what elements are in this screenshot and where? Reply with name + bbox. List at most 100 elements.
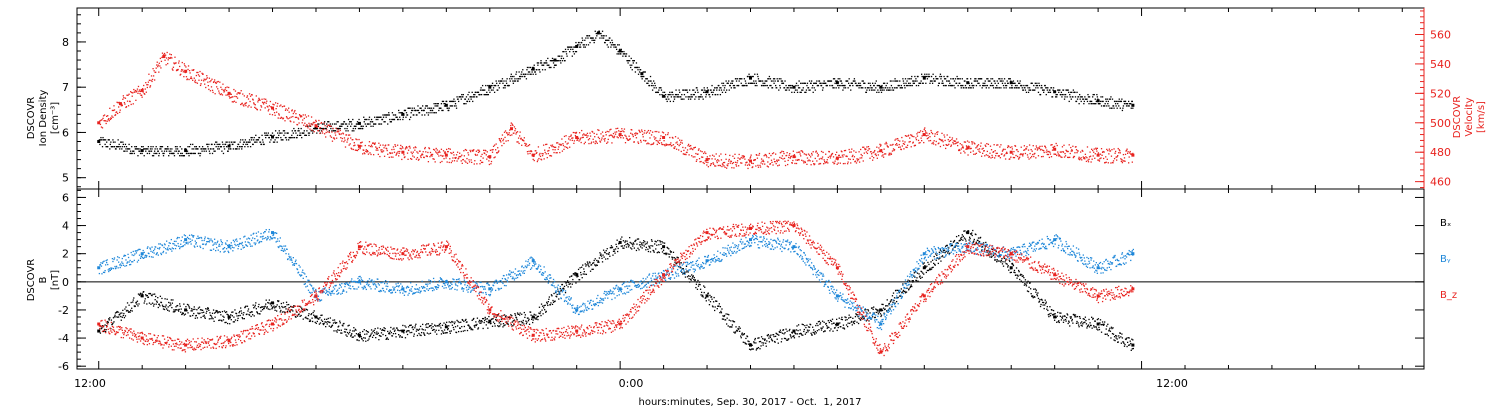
plasma-series-1-sample: [138, 90, 140, 93]
plasma-series-0-sample: [375, 123, 377, 125]
field-series-0-sample: [354, 335, 356, 337]
plasma-series-0-sample: [1076, 91, 1078, 94]
field-series-0-sample: [318, 318, 320, 320]
plasma-series-1-sample: [792, 150, 795, 152]
plasma-series-0-sample: [451, 105, 454, 107]
plasma-series-1-sample: [623, 131, 625, 133]
plasma-series-0-sample: [1027, 91, 1030, 94]
data-marks: [97, 30, 1135, 357]
plasma-series-1-sample: [678, 144, 680, 147]
field-series-0-sample: [204, 317, 206, 320]
plasma-series-1-sample: [774, 161, 776, 163]
plasma-series-1-sample: [186, 78, 189, 80]
field-series-0-sample: [186, 309, 188, 312]
plasma-series-0-sample: [168, 150, 170, 152]
plasma-series-1-sample: [503, 142, 505, 145]
field-series-0-sample: [328, 321, 330, 323]
plasma-series-1-sample: [375, 146, 377, 148]
plasma-series-0-sample: [890, 89, 892, 91]
plasma-series-1-sample: [952, 141, 954, 144]
plasma-series-0-sample: [426, 112, 428, 114]
plasma-series-1-sample: [198, 79, 200, 81]
plasma-series-1-sample: [1087, 159, 1089, 161]
field-series-0-sample: [427, 326, 429, 329]
plasma-series-1-sample: [904, 135, 907, 137]
plasma-series-0-sample: [1015, 87, 1018, 89]
plasma-series-0-sample: [611, 41, 614, 44]
field-series-0-sample: [410, 324, 412, 326]
plasma-series-1-sample: [594, 136, 596, 138]
plasma-series-1-sample: [311, 129, 313, 131]
plasma-series-1-sample: [654, 138, 656, 140]
plasma-series-0-sample: [848, 78, 850, 80]
plasma-series-1-sample: [973, 142, 975, 144]
field-series-0-sample: [184, 309, 186, 312]
plasma-series-0-sample: [550, 66, 552, 69]
plasma-series-0-sample: [703, 87, 705, 89]
plasma-series-0-sample: [488, 89, 490, 91]
plasma-series-1-sample: [362, 153, 364, 155]
field-series-0-sample: [353, 327, 355, 329]
plasma-series-1-sample: [596, 142, 598, 144]
plasma-series-0-sample: [1000, 87, 1002, 89]
field-series-0-sample: [219, 311, 221, 313]
plasma-series-0-sample: [1052, 89, 1054, 91]
plasma-series-1-sample: [1059, 155, 1061, 157]
plasma-series-1-sample: [852, 158, 854, 161]
plasma-series-0-sample: [521, 71, 523, 73]
field-series-0-sample: [433, 328, 435, 331]
plasma-series-1-sample: [801, 159, 803, 161]
field-series-0-point-17: [835, 322, 839, 326]
plasma-series-0-sample: [412, 109, 414, 112]
plasma-series-0-sample: [545, 62, 547, 64]
plasma-series-0-sample: [485, 84, 487, 87]
plasma-series-1-sample: [834, 153, 837, 156]
plasma-series-0-sample: [158, 152, 160, 155]
plasma-series-0-sample: [246, 141, 248, 143]
plasma-series-0-sample: [810, 80, 813, 82]
plasma-series-1-sample: [212, 81, 215, 84]
plasma-series-0-sample: [622, 55, 624, 57]
plasma-series-1-sample: [475, 154, 477, 156]
field-series-0-sample: [431, 323, 433, 325]
field-series-0-sample: [279, 307, 281, 309]
plasma-series-1-sample: [1010, 151, 1012, 153]
plasma-series-1-sample: [398, 152, 400, 155]
field-series-0-sample: [382, 333, 384, 336]
plasma-series-1-sample: [757, 164, 759, 167]
plasma-series-0-sample: [392, 118, 394, 121]
field-series-0-sample: [183, 314, 186, 316]
plasma-series-0-sample: [255, 139, 257, 141]
field-series-0-sample: [441, 324, 444, 326]
plasma-series-1-sample: [832, 161, 834, 164]
plasma-series-0-sample: [167, 146, 169, 148]
field-series-0-point-15: [749, 343, 752, 347]
plasma-series-1-sample: [350, 137, 352, 139]
plasma-series-1-sample: [662, 132, 665, 134]
plasma-series-1-sample: [157, 65, 159, 68]
field-series-0-sample: [137, 305, 139, 307]
plasma-series-1-sample: [821, 156, 824, 158]
field-series-0-sample: [399, 336, 401, 338]
plasma-series-0-sample: [515, 73, 517, 75]
plasma-series-1-sample: [1022, 153, 1024, 155]
plasma-series-0-sample: [271, 132, 274, 134]
plasma-series-1-sample: [223, 91, 225, 93]
plasma-series-0-sample: [296, 134, 299, 136]
plasma-series-0-sample: [192, 152, 194, 155]
plasma-series-1-sample: [150, 79, 152, 82]
plasma-series-0-sample: [250, 139, 253, 141]
plasma-series-0-sample: [560, 62, 562, 64]
plasma-series-0-sample: [443, 105, 446, 107]
plasma-series-0-sample: [433, 112, 436, 114]
plasma-series-1-sample: [901, 136, 903, 139]
plasma-series-1-sample: [968, 141, 970, 143]
plasma-series-1-sample: [912, 141, 914, 143]
plasma-series-1-sample: [633, 141, 636, 143]
plasma-series-1-sample: [729, 154, 731, 157]
plasma-series-0-sample: [270, 139, 272, 141]
plasma-series-0-sample: [794, 89, 797, 91]
plasma-series-0-sample: [850, 89, 852, 91]
field-series-0-sample: [160, 301, 163, 304]
plasma-series-0-sample: [162, 152, 164, 155]
